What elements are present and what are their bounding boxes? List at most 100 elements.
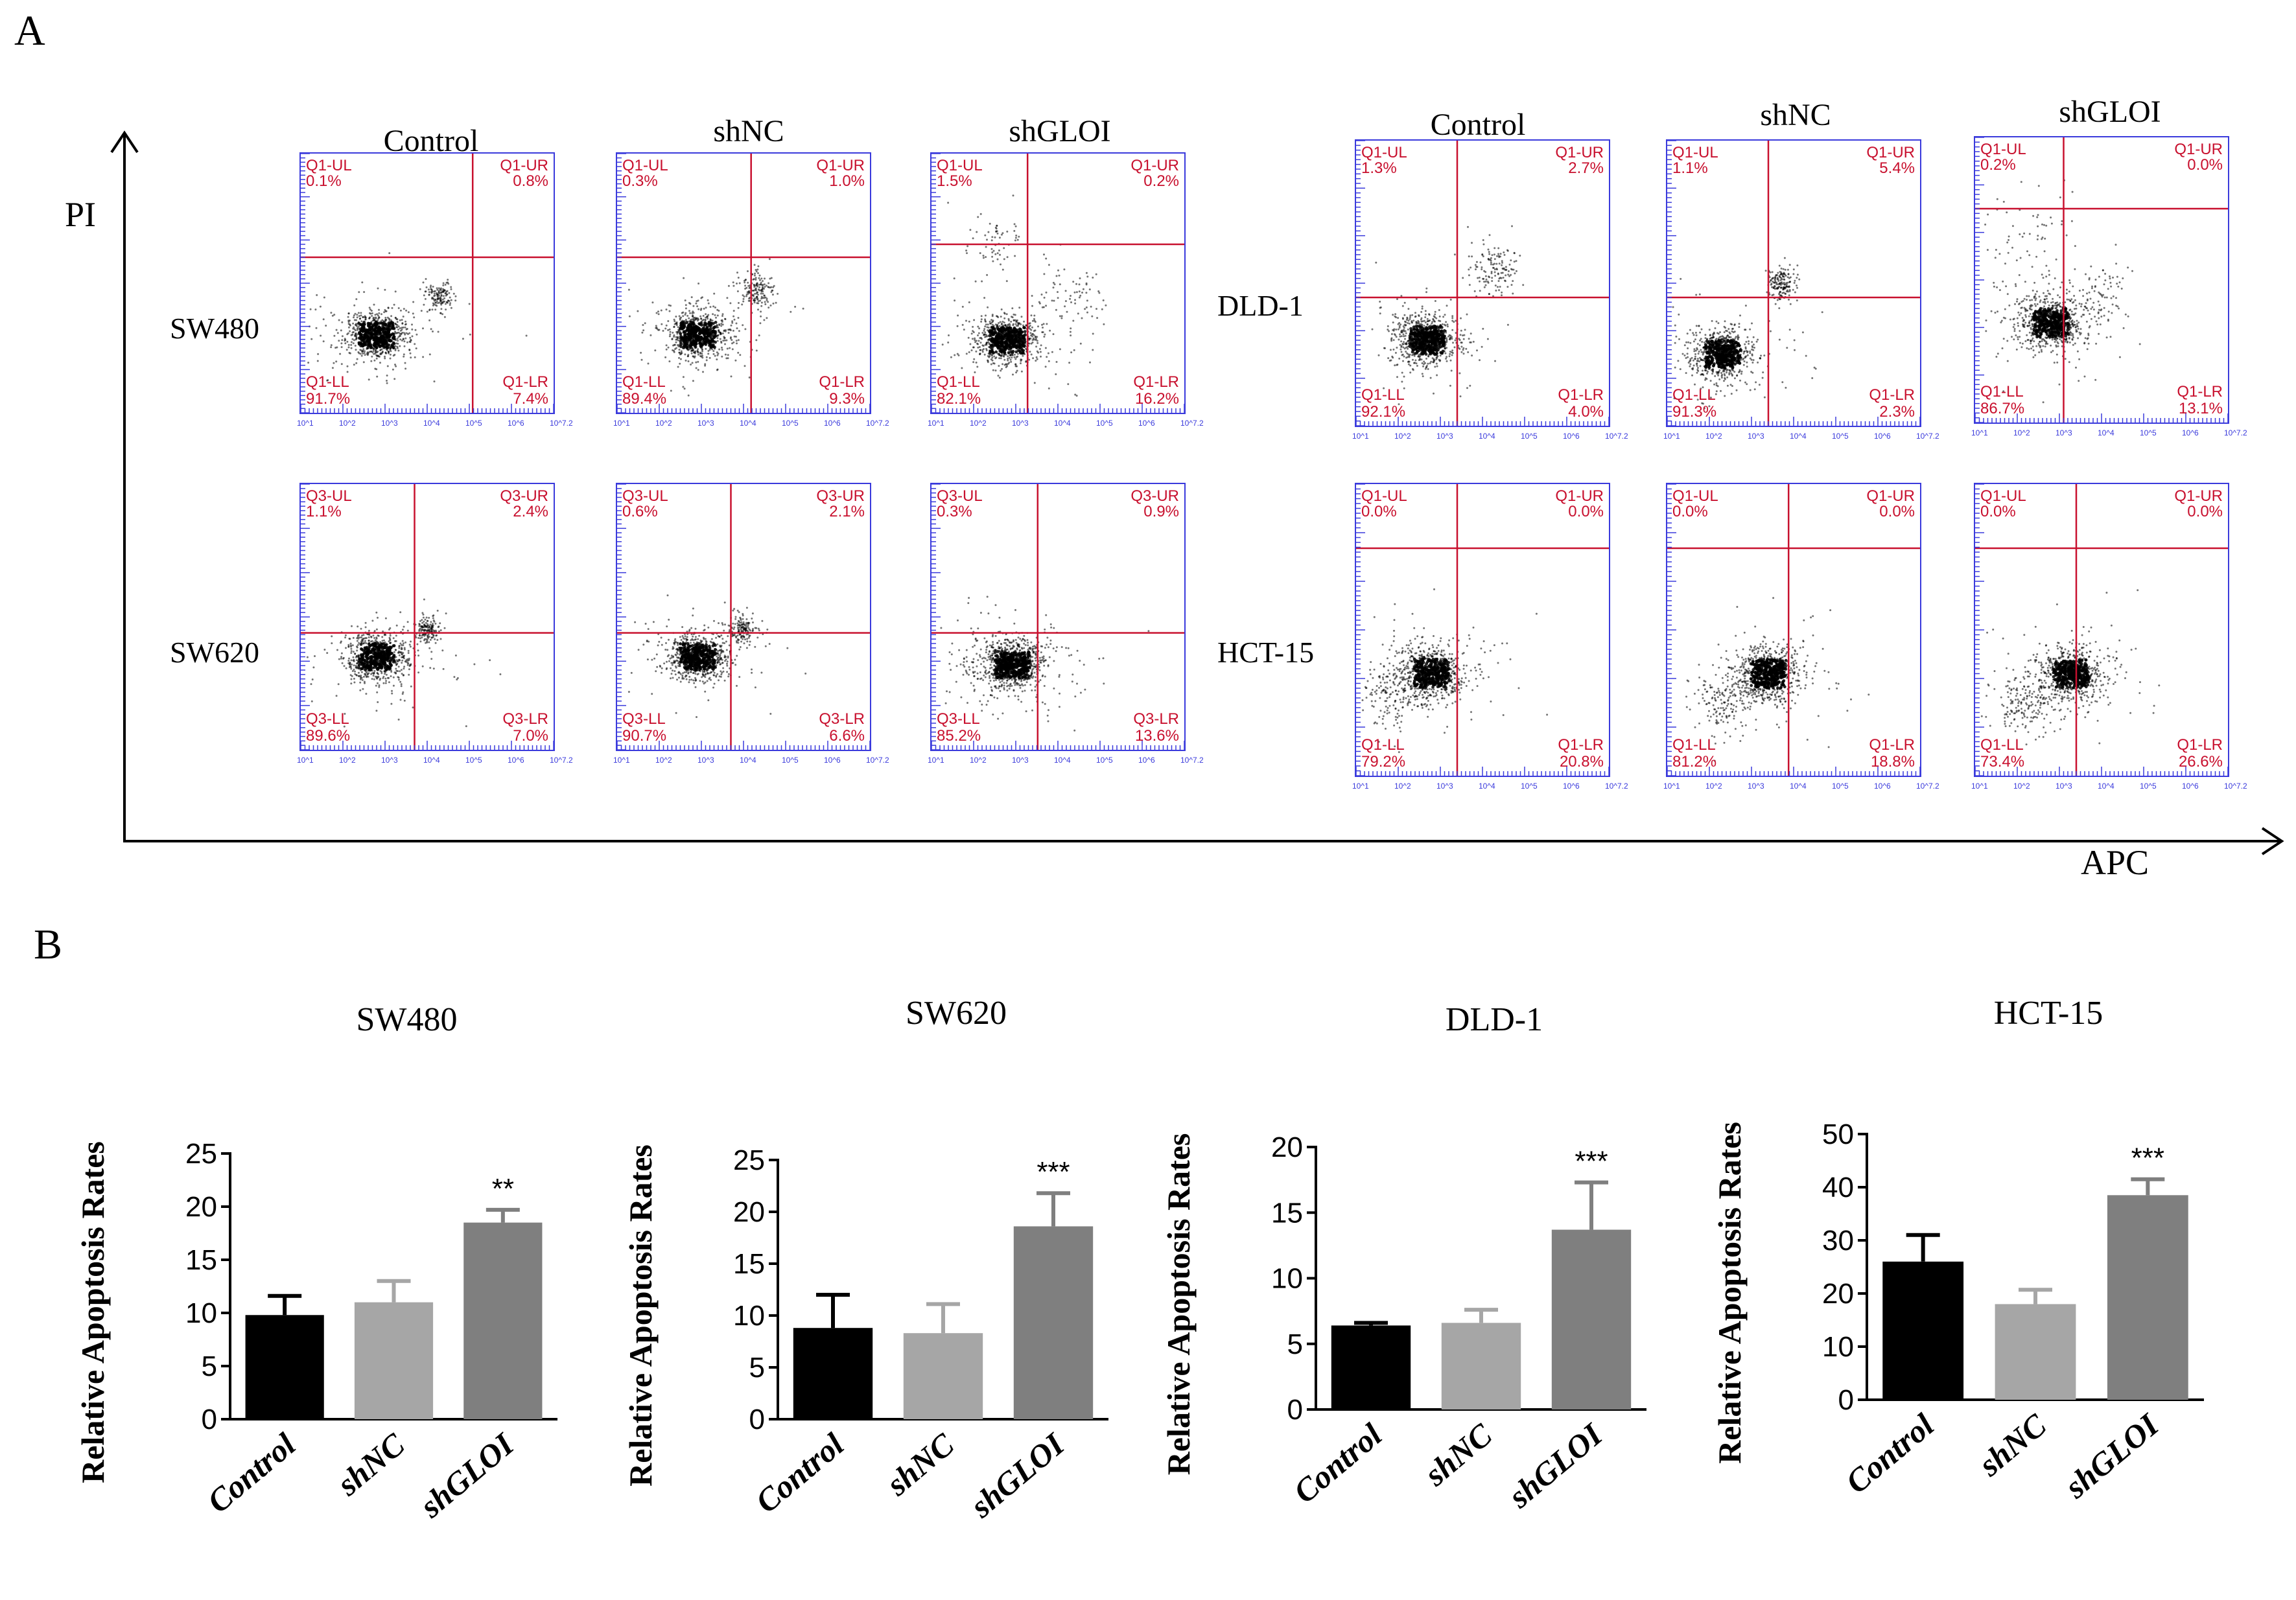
quadrant-name: Q1-UL: [1672, 487, 1718, 505]
axis-ticks: [931, 483, 1185, 750]
axis-ticks: [1974, 483, 2229, 776]
axis-ticks: [1667, 483, 1921, 776]
quadrant-name: Q1-LR: [1869, 386, 1915, 404]
y-tick-label: 25: [733, 1144, 765, 1176]
significance-marker: **: [492, 1173, 514, 1205]
x-tick-label: 10^2: [970, 756, 987, 765]
quadrant-name: Q3-LR: [1133, 710, 1179, 728]
x-tick-label: 10^5: [1521, 432, 1538, 441]
y-tick-label: 20: [1822, 1278, 1854, 1310]
x-tick-label: 10^6: [2182, 428, 2199, 437]
x-tick-label: 10^2: [655, 756, 672, 765]
y-tick-label: 0: [1287, 1394, 1303, 1426]
axis-ticks: [616, 153, 871, 413]
x-tick-label: 10^1: [613, 419, 630, 428]
y-tick-label: 0: [1838, 1384, 1854, 1416]
quadrant-percent: 18.8%: [1871, 753, 1915, 771]
quadrant-name: Q1-LL: [1361, 386, 1405, 404]
x-tick-label: 10^5: [1832, 782, 1849, 791]
x-tick-label: 10^3: [1436, 432, 1453, 441]
x-tick-label: 10^5: [782, 419, 799, 428]
x-tick-label: 10^2: [1394, 432, 1411, 441]
event-dots: [1984, 179, 2141, 404]
x-tick-label: 10^4: [2098, 428, 2114, 437]
x-tick-label: 10^1: [297, 756, 314, 765]
x-tick-label: 10^7.2: [2224, 782, 2247, 791]
y-tick-label: 0: [749, 1404, 765, 1435]
quadrant-percent: 0.0%: [1879, 503, 1915, 520]
axis-ticks: [300, 483, 554, 750]
significance-marker: ***: [2131, 1142, 2164, 1174]
x-tick-label: 10^6: [1138, 756, 1155, 765]
quadrant-name: Q1-LL: [1672, 386, 1716, 404]
x-tick-label: 10^6: [824, 756, 841, 765]
axis-ticks: [300, 153, 554, 413]
quadrant-percent: 13.6%: [1135, 727, 1179, 745]
x-tick-label: 10^5: [2140, 782, 2157, 791]
x-tick-label: 10^7.2: [866, 756, 889, 765]
x-tick-label: 10^6: [2182, 782, 2199, 791]
x-tick-label: 10^4: [740, 419, 756, 428]
quadrant-percent: 2.7%: [1568, 159, 1604, 177]
x-tick-label: 10^3: [697, 756, 714, 765]
quadrant-percent: 89.4%: [622, 390, 666, 408]
x-tick-label: 10^3: [697, 419, 714, 428]
flow-plot-hct-15-control: 10^1 10^2 10^3 10^4 10^5 10^6 10^7.2 Q1-UL 0.0% Q…: [1352, 483, 1628, 791]
x-tick-label: 10^3: [2056, 782, 2072, 791]
x-tick-label: 10^2: [655, 419, 672, 428]
event-dots: [940, 596, 1150, 732]
quadrant-percent: 2.1%: [829, 503, 865, 520]
flow-plot-sw480-shnc: 10^1 10^2 10^3 10^4 10^5 10^6 10^7.2 Q1-UL 0.3% Q…: [613, 152, 889, 428]
flow-plot-sw480-control: 10^1 10^2 10^3 10^4 10^5 10^6 10^7.2 Q1-UL 0.1% Q…: [297, 152, 573, 428]
quadrant-percent: 13.1%: [2179, 400, 2223, 417]
quadrant-name: Q1-LR: [2177, 736, 2223, 754]
quadrant-name: Q1-UR: [1555, 487, 1604, 505]
bar-shnc: [1441, 1323, 1521, 1409]
y-tick-label: 10: [185, 1297, 217, 1329]
event-dots: [627, 594, 807, 718]
quadrant-percent: 0.2%: [1143, 172, 1179, 190]
quadrant-percent: 86.7%: [1980, 400, 2024, 417]
panel-b-label: B: [34, 921, 63, 968]
quadrant-percent: 0.1%: [306, 172, 342, 190]
col-header-shnc-right: shNC: [1760, 98, 1831, 132]
flow-plot-sw620-shgloi: 10^1 10^2 10^3 10^4 10^5 10^6 10^7.2 Q3-UL 0.3% Q…: [928, 483, 1204, 765]
quadrant-name: Q1-UR: [1130, 157, 1179, 174]
x-tick-label: 10^4: [1054, 419, 1071, 428]
x-tick-label: 10^4: [1790, 782, 1807, 791]
x-tick-label: 10^6: [1563, 432, 1580, 441]
x-tick-label: 10^5: [1832, 432, 1849, 441]
quadrant-percent: 89.6%: [306, 727, 350, 745]
bar-control: [1882, 1261, 1964, 1400]
x-tick-label: 10^4: [423, 756, 440, 765]
x-tick-label: 10^7.2: [2224, 428, 2247, 437]
quadrant-name: Q3-UR: [1130, 487, 1179, 505]
quadrant-name: Q1-UR: [1555, 144, 1604, 161]
quadrant-name: Q1-UR: [500, 157, 548, 174]
quadrant-name: Q1-UL: [1672, 144, 1718, 161]
quadrant-percent: 79.2%: [1361, 753, 1405, 771]
quadrant-percent: 2.4%: [513, 503, 548, 520]
x-tick-label: 10^7.2: [1605, 782, 1628, 791]
flow-plot-svg: 10^1 10^2 10^3 10^4 10^5 10^6 10^7.2 Q3-UL0.6% Q…: [613, 483, 889, 765]
event-dots: [1361, 588, 1549, 754]
x-tick-label: 10^2: [339, 756, 356, 765]
flow-plot-dld-1-shgloi: 10^1 10^2 10^3 10^4 10^5 10^6 10^7.2 Q1-UL 0.2% Q…: [1971, 136, 2247, 437]
x-tick-label: 10^1: [1663, 782, 1680, 791]
significance-marker: ***: [1037, 1156, 1070, 1188]
x-tick-label: 10^6: [824, 419, 841, 428]
flow-plot-sw480-shgloi: 10^1 10^2 10^3 10^4 10^5 10^6 10^7.2 Q1-UL 1.5% Q…: [928, 152, 1204, 428]
x-tick-label: 10^2: [339, 419, 356, 428]
bar-shnc: [903, 1333, 983, 1419]
x-tick-label: 10^5: [1096, 756, 1113, 765]
axis-ticks: [1974, 137, 2229, 423]
axis-ticks: [1355, 140, 1610, 426]
x-tick-label: 10^1: [1971, 782, 1988, 791]
quadrant-name: Q1-UR: [1866, 487, 1915, 505]
y-tick-label: 10: [1822, 1331, 1854, 1363]
panel-a-axes: [110, 130, 2284, 855]
pi-axis-label: PI: [65, 195, 97, 234]
panel-a-label: A: [14, 7, 45, 54]
quadrant-percent: 6.6%: [829, 727, 865, 745]
quadrant-percent: 0.0%: [1361, 503, 1397, 520]
